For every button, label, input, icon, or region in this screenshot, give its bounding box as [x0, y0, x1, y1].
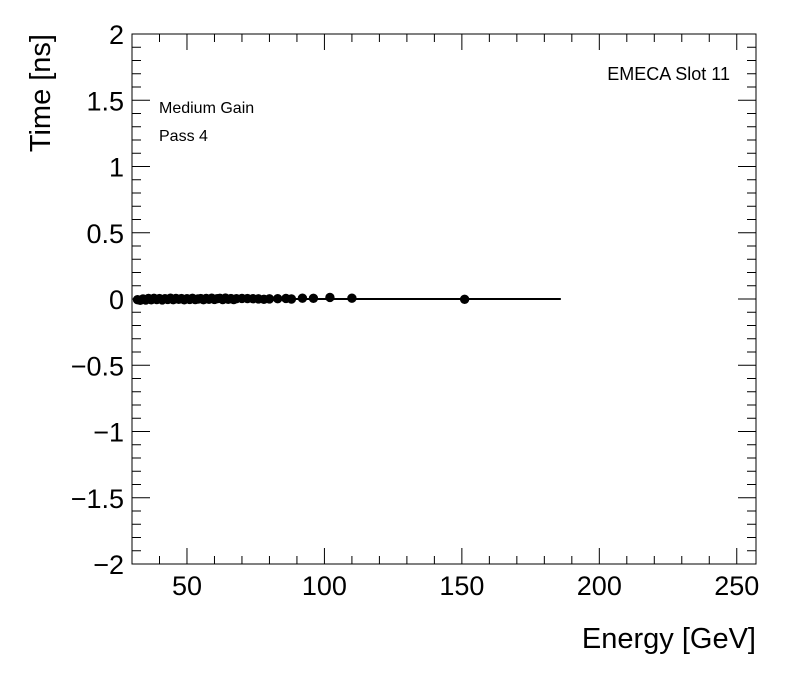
x-axis-label: Energy [GeV] — [582, 623, 756, 655]
x-tick-label: 200 — [577, 571, 622, 601]
data-point — [297, 293, 308, 303]
data-point — [347, 293, 357, 303]
y-tick-label: 1.5 — [86, 86, 124, 116]
y-tick-label: 0.5 — [86, 219, 124, 249]
pass-annotation: Pass 4 — [159, 128, 208, 145]
data-point — [308, 293, 319, 304]
x-axis-ticks — [131, 34, 738, 564]
y-tick-label: −1 — [93, 418, 124, 448]
y-axis-tick-labels: −2 −1.5 −1 −0.5 0 0.5 1 1.5 2 — [71, 20, 124, 580]
slot-annotation: EMECA Slot 11 — [607, 64, 730, 84]
x-tick-label: 150 — [439, 571, 484, 601]
data-point — [325, 292, 335, 303]
x-tick-label: 100 — [302, 571, 347, 601]
x-tick-label: 50 — [172, 571, 202, 601]
y-tick-label: −0.5 — [71, 351, 124, 381]
y-axis-label: Time [ns] — [25, 34, 57, 152]
data-point — [272, 294, 283, 304]
y-tick-label: 0 — [109, 285, 124, 315]
y-tick-label: −1.5 — [71, 484, 124, 514]
y-tick-label: −2 — [93, 550, 124, 580]
data-point — [286, 294, 297, 304]
data-point — [264, 294, 275, 304]
data-point — [459, 294, 470, 304]
data-points-layer — [132, 292, 470, 306]
gain-annotation: Medium Gain — [159, 100, 254, 117]
x-axis-tick-labels: 50 100 150 200 250 — [172, 571, 759, 601]
x-tick-label: 250 — [714, 571, 759, 601]
y-tick-label: 1 — [109, 153, 124, 183]
y-axis-ticks — [132, 33, 756, 565]
y-tick-label: 2 — [109, 20, 124, 50]
